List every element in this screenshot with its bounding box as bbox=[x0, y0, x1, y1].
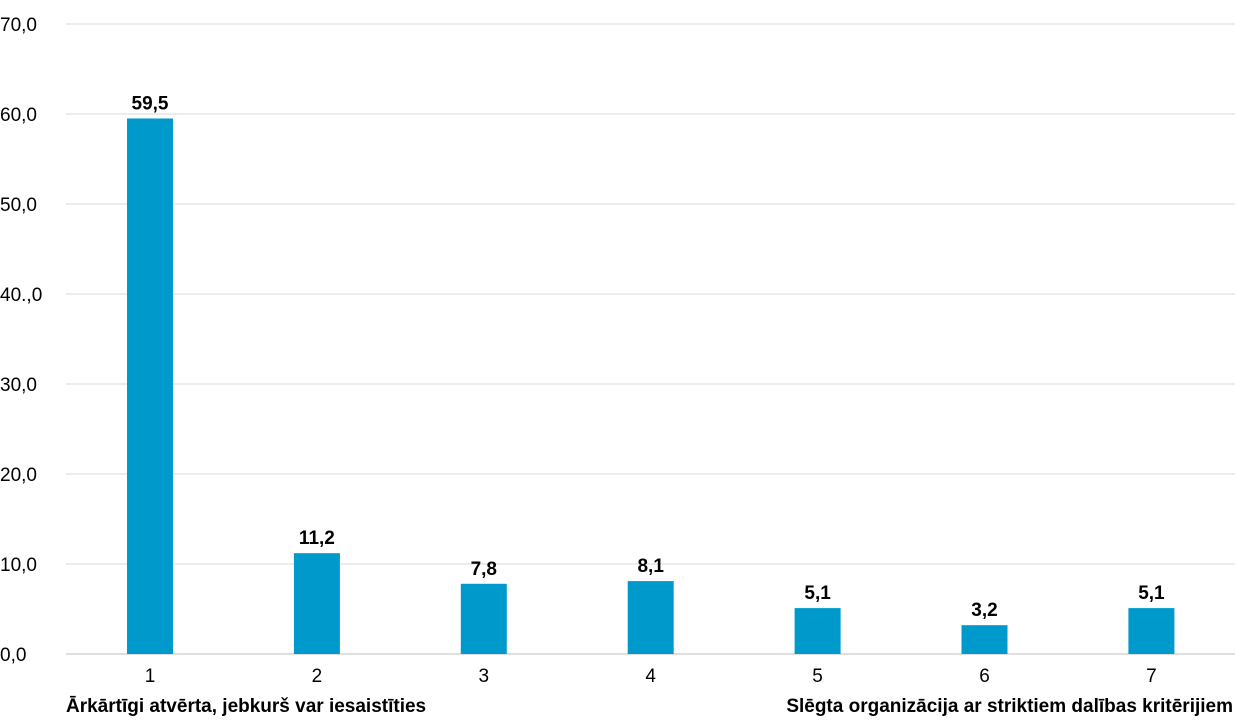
data-label: 59,5 bbox=[132, 94, 169, 115]
data-label: 5,1 bbox=[804, 583, 831, 604]
bar bbox=[1128, 608, 1175, 654]
y-tick-label: 20,0 bbox=[0, 465, 37, 486]
y-tick-label: 30,0 bbox=[0, 375, 37, 396]
x-tick-label: 3 bbox=[479, 666, 490, 687]
bar bbox=[293, 553, 340, 654]
x-tick-label: 7 bbox=[1146, 666, 1157, 687]
y-tick-label: 40.,0 bbox=[0, 285, 42, 306]
scale-left-label: Ārkārtīgi atvērta, jebkurš var iesaistīt… bbox=[66, 696, 427, 717]
bar bbox=[127, 118, 173, 654]
x-axis-ticks: 1 2 3 4 5 6 7 bbox=[145, 666, 1157, 687]
bar bbox=[460, 583, 507, 654]
y-tick-label: 10,0 bbox=[0, 555, 37, 576]
y-tick-label: 70,0 bbox=[0, 15, 37, 36]
x-tick-label: 2 bbox=[312, 666, 323, 687]
data-labels: 59,5 11,2 7,8 8,1 5,1 3,2 5,1 bbox=[132, 94, 1166, 622]
y-tick-label: 0,0 bbox=[0, 645, 26, 666]
x-tick-label: 4 bbox=[645, 666, 656, 687]
y-tick-label: 50,0 bbox=[0, 195, 37, 216]
x-tick-label: 5 bbox=[812, 666, 823, 687]
data-label: 11,2 bbox=[299, 528, 335, 549]
bars bbox=[127, 118, 1175, 654]
x-tick-label: 6 bbox=[979, 666, 990, 687]
grid-lines bbox=[66, 23, 1235, 655]
bar bbox=[794, 608, 841, 654]
data-label: 3,2 bbox=[971, 600, 997, 621]
y-axis-ticks: 0,0 10,0 20,0 30,0 40.,0 50,0 60,0 70,0 bbox=[0, 15, 42, 666]
data-label: 7,8 bbox=[471, 559, 497, 580]
bar bbox=[627, 581, 674, 654]
data-label: 5,1 bbox=[1138, 583, 1165, 604]
data-label: 8,1 bbox=[637, 556, 664, 577]
bar bbox=[961, 625, 1008, 654]
x-tick-label: 1 bbox=[145, 666, 156, 687]
y-tick-label: 60,0 bbox=[0, 105, 37, 126]
scale-right-label: Slēgta organizācija ar striktiem dalības… bbox=[786, 696, 1233, 717]
